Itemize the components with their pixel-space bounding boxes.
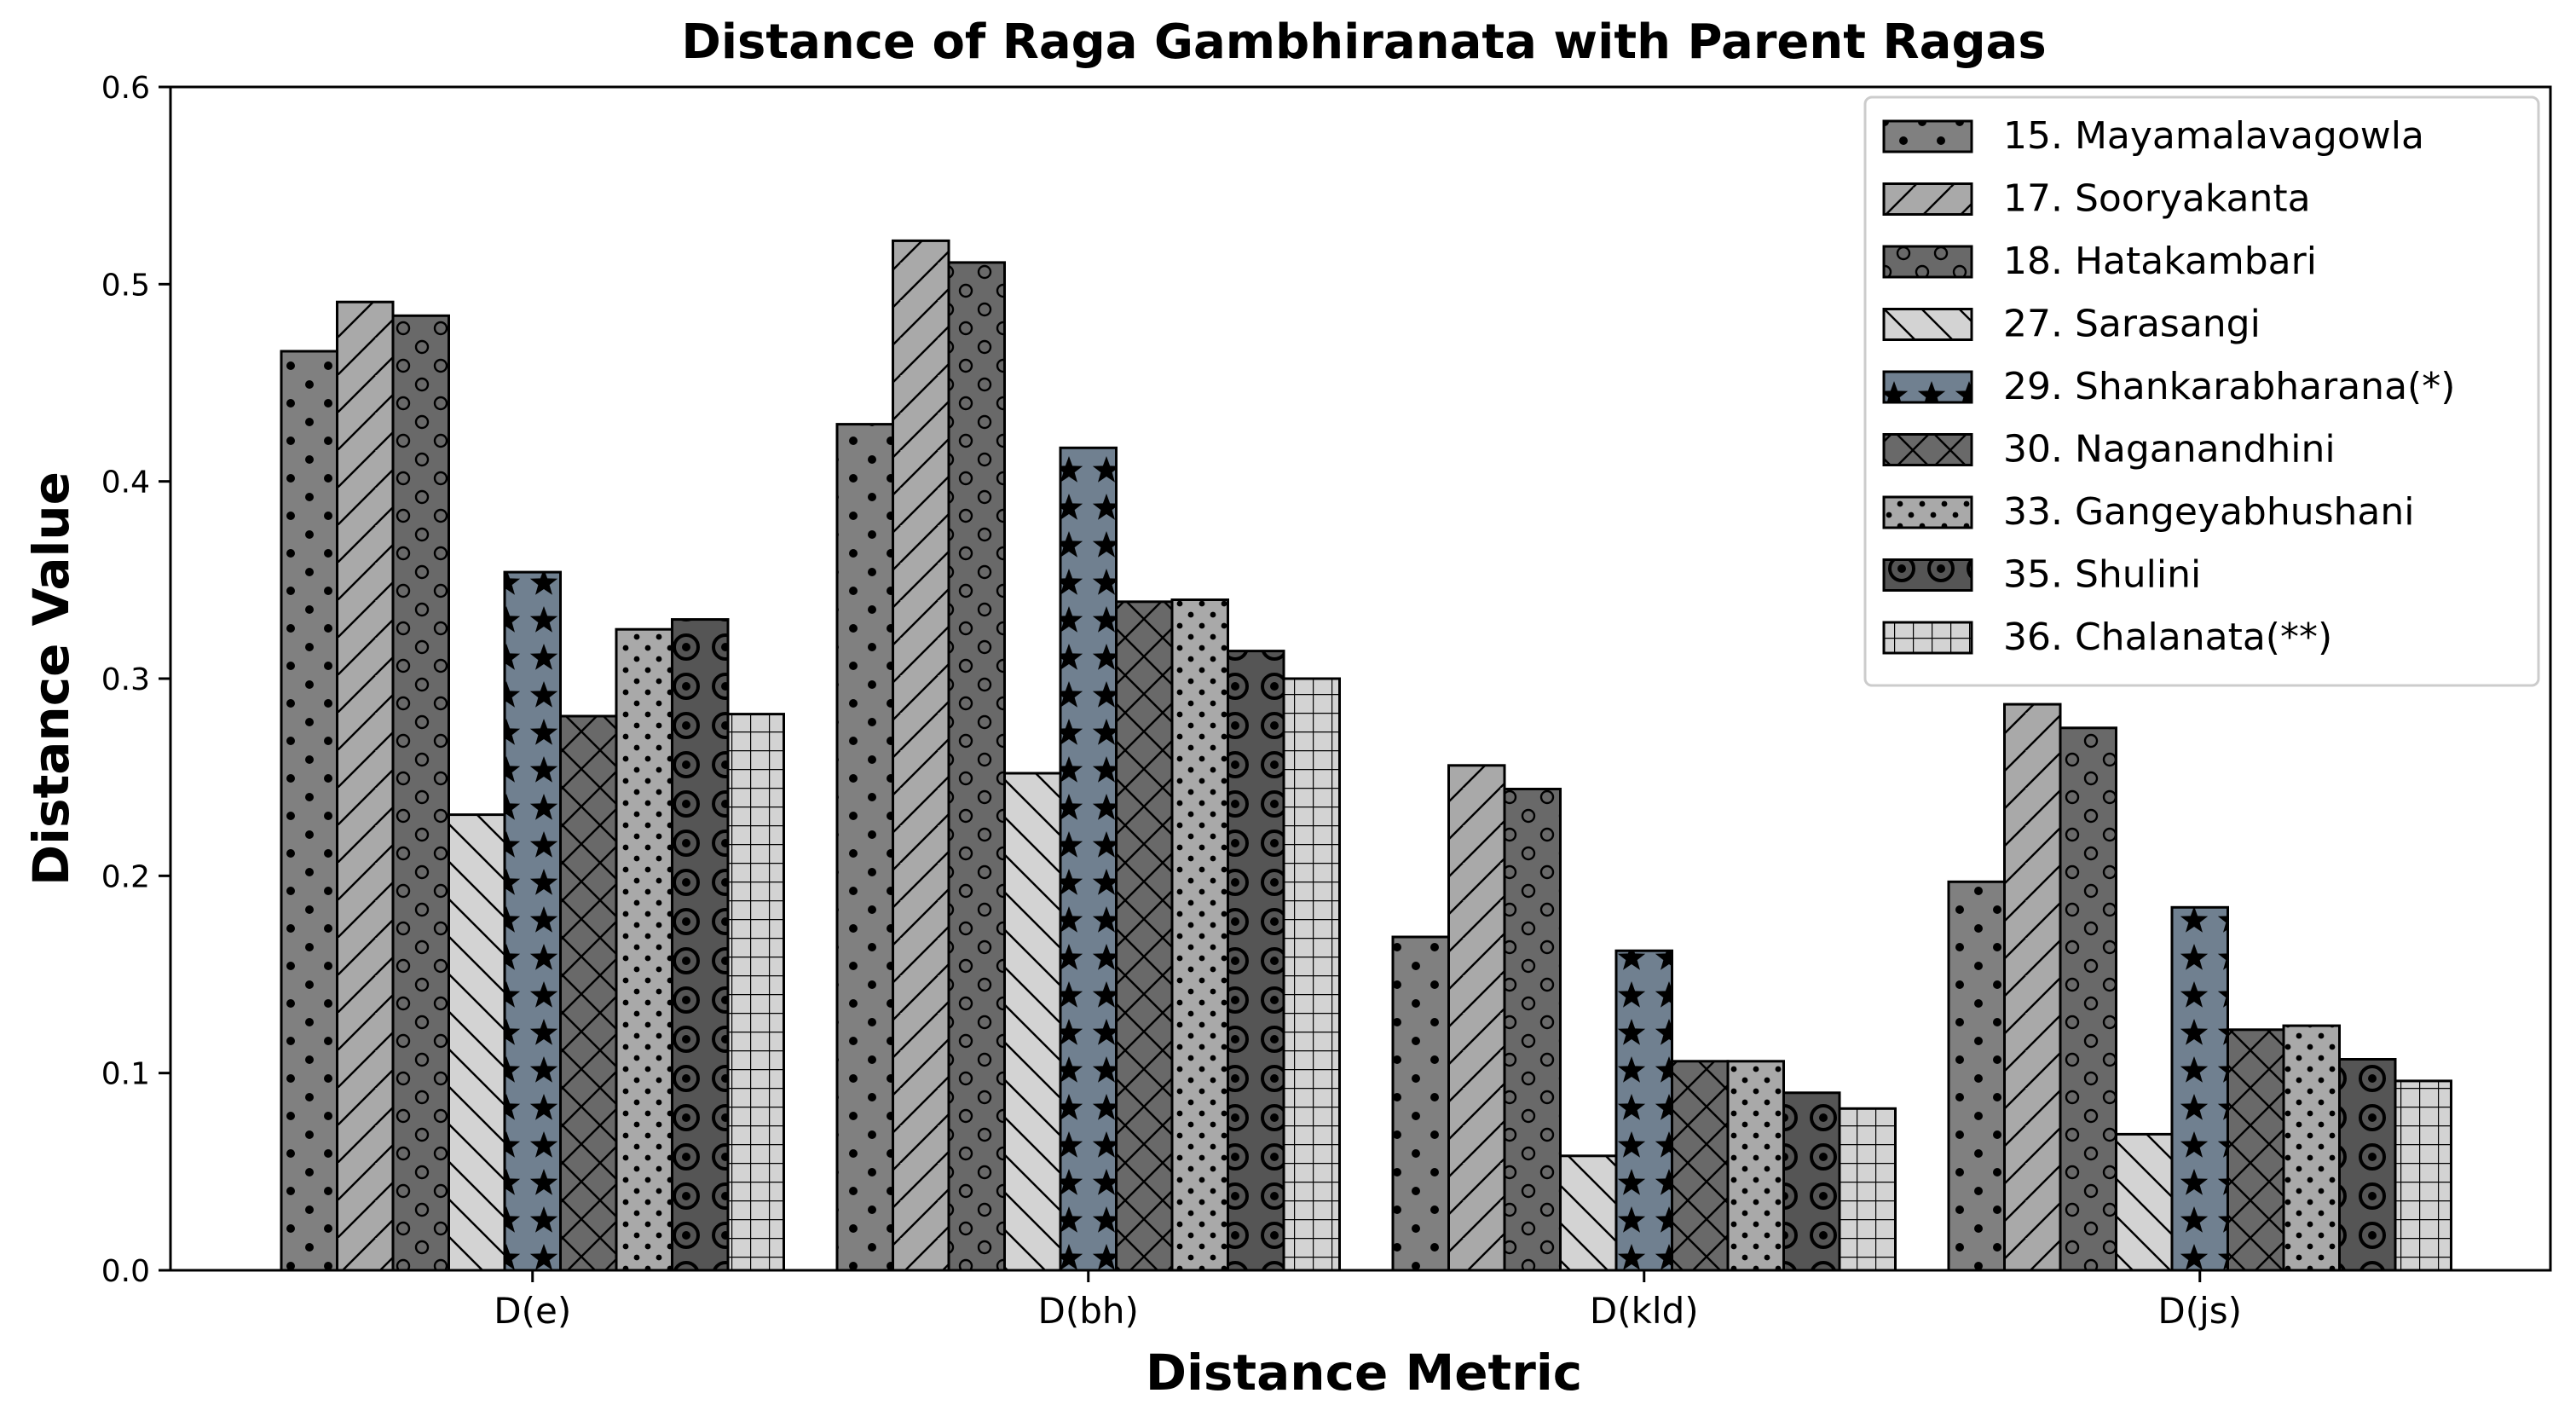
legend-label: 33. Gangeyabhushani	[2003, 490, 2415, 534]
legend-label: 17. Sooryakanta	[2003, 177, 2311, 221]
bar-18-hatakambari-dkld	[1503, 788, 1562, 1272]
x-tick-label: D(kld)	[1590, 1290, 1699, 1332]
legend-box	[1863, 95, 2540, 687]
bar-15-mayamalavagowla-dkld	[1391, 935, 1450, 1272]
y-tick-label: 0.2	[101, 859, 150, 894]
bar-30-naganandhini-dbh	[1115, 600, 1174, 1272]
legend-swatch	[1882, 245, 1973, 279]
legend-label: 18. Hatakambari	[2003, 240, 2317, 283]
legend-label: 35. Shulini	[2003, 553, 2201, 597]
bar-30-naganandhini-dkld	[1671, 1060, 1730, 1272]
x-tick-label: D(bh)	[1038, 1290, 1139, 1332]
bar-15-mayamalavagowla-djs	[1947, 880, 2006, 1272]
legend-label: 30. Naganandhini	[2003, 428, 2336, 471]
bar-15-mayamalavagowla-de	[280, 350, 338, 1272]
bar-33-gangeyabhushani-djs	[2282, 1024, 2341, 1272]
bar-35-shulini-djs	[2338, 1058, 2397, 1272]
bar-27-sarasangi-de	[448, 813, 506, 1272]
bars-layer	[280, 239, 2452, 1272]
bar-27-sarasangi-dbh	[1003, 772, 1062, 1272]
legend-label: 27. Sarasangi	[2003, 303, 2261, 346]
bar-30-naganandhini-djs	[2227, 1028, 2285, 1272]
bar-17-sooryakanta-dbh	[892, 239, 950, 1272]
legend-swatch	[1882, 182, 1973, 216]
x-tick-label: D(e)	[494, 1290, 571, 1332]
legend-swatch	[1882, 433, 1973, 466]
bar-29-shankarabharana--djs	[2170, 905, 2229, 1272]
legend: 15. Mayamalavagowla 17. Sooryakanta 18. Ha…	[1863, 95, 2540, 687]
bar-27-sarasangi-dkld	[1559, 1154, 1618, 1272]
bar-18-hatakambari-djs	[2059, 726, 2117, 1272]
chart-title: Distance of Raga Gambhiranata with Paren…	[681, 14, 2046, 70]
bar-18-hatakambari-dbh	[947, 261, 1006, 1272]
bar-33-gangeyabhushani-de	[615, 627, 673, 1272]
y-tick-label: 0.5	[101, 268, 150, 303]
bar-29-shankarabharana--de	[503, 570, 562, 1272]
legend-label: 29. Shankarabharana(*)	[2003, 365, 2455, 408]
y-tick-label: 0.0	[101, 1254, 150, 1289]
y-tick-label: 0.4	[101, 465, 150, 500]
bar-17-sooryakanta-de	[336, 300, 395, 1272]
bar-36-chalanata--dkld	[1838, 1107, 1897, 1272]
legend-swatch	[1882, 621, 1973, 655]
legend-swatch	[1882, 558, 1973, 592]
bar-30-naganandhini-de	[559, 714, 618, 1272]
y-tick-label: 0.1	[101, 1057, 150, 1092]
y-tick-label: 0.3	[101, 662, 150, 697]
legend-label: 15. Mayamalavagowla	[2003, 114, 2424, 158]
bar-27-sarasangi-djs	[2115, 1132, 2174, 1272]
bar-18-hatakambari-de	[391, 314, 450, 1272]
bar-29-shankarabharana--dbh	[1059, 446, 1118, 1272]
legend-swatch	[1882, 119, 1973, 153]
axes-layer: 0.0 0.1 0.2 0.3 0.4 0.5 0.6 D(e) D(bh) D(kld) D(js…	[101, 71, 2552, 1332]
bar-17-sooryakanta-dkld	[1447, 764, 1506, 1272]
bar-33-gangeyabhushani-dbh	[1170, 598, 1229, 1272]
x-tick-label: D(js)	[2157, 1290, 2242, 1332]
bar-17-sooryakanta-djs	[2003, 702, 2062, 1272]
bar-35-shulini-dkld	[1782, 1091, 1841, 1272]
bar-36-chalanata--djs	[2394, 1079, 2452, 1272]
bar-29-shankarabharana--dkld	[1614, 949, 1673, 1272]
bar-15-mayamalavagowla-dbh	[835, 423, 894, 1272]
bar-35-shulini-de	[671, 618, 730, 1272]
bar-35-shulini-dbh	[1227, 650, 1285, 1272]
legend-label: 36. Chalanata(**)	[2003, 616, 2332, 659]
y-axis-label: Distance Value	[22, 471, 80, 886]
bar-36-chalanata--de	[726, 713, 785, 1272]
legend-swatch	[1882, 370, 1973, 404]
x-axis-label: Distance Metric	[1146, 1344, 1582, 1402]
bar-36-chalanata--dbh	[1282, 677, 1341, 1272]
legend-swatch	[1882, 308, 1973, 341]
y-tick-label: 0.6	[101, 71, 150, 106]
legend-swatch	[1882, 495, 1973, 529]
bar-33-gangeyabhushani-dkld	[1726, 1060, 1785, 1272]
